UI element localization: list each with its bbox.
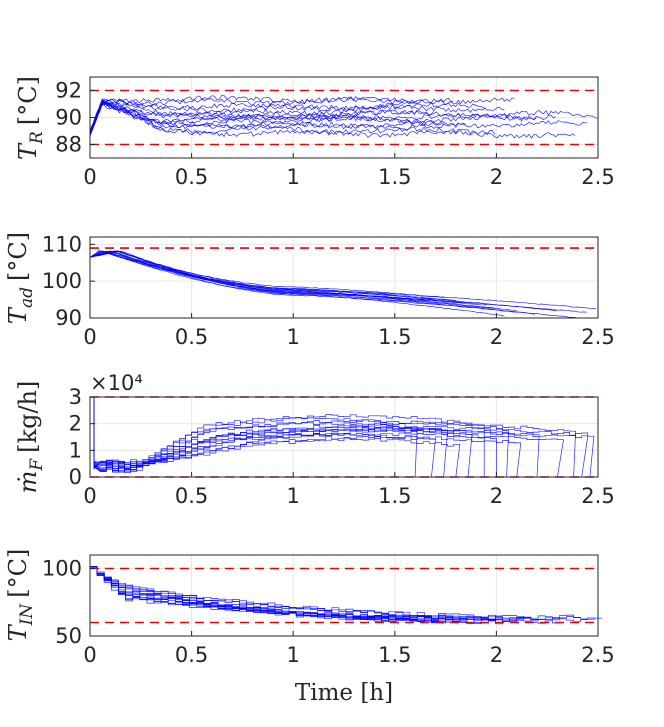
x-tick-label: 1.5 <box>378 325 411 349</box>
trajectory-line <box>89 250 517 312</box>
x-tick-label: 1.5 <box>378 643 411 667</box>
trajectory-line <box>90 396 598 478</box>
trajectories <box>89 249 597 319</box>
panel-reactor-temperature: 0 0.5 1 1.5 2 2.5 88 90 92 TR[°C] <box>14 76 615 189</box>
y-tick-label: 90 <box>55 306 82 330</box>
x-tick-labels: 0 0.5 1 1.5 2 2.5 <box>83 313 615 349</box>
x-tick-label: 2 <box>490 643 503 667</box>
trajectories <box>89 94 598 139</box>
plot-area <box>90 397 598 477</box>
y-tick-label: 50 <box>55 624 82 648</box>
y-tick-label: 100 <box>42 557 82 581</box>
x-tick-label: 2 <box>490 325 503 349</box>
x-tick-label: 0.5 <box>175 325 208 349</box>
y-axis-label: Tad[°C] <box>4 232 37 324</box>
trajectory-line <box>89 94 515 131</box>
y-tick-labels: 90 100 110 <box>42 232 95 330</box>
y-axis-label: ṁF[kg/h] <box>14 381 47 494</box>
trajectory-line <box>90 396 598 478</box>
y-tick-label: 92 <box>55 79 82 103</box>
trajectory-line <box>90 396 598 478</box>
x-tick-label: 0 <box>83 484 96 508</box>
axes-frame <box>89 236 599 319</box>
x-tick-labels: 0 0.5 1 1.5 2 2.5 <box>83 631 615 667</box>
constraint-bounds <box>90 89 598 146</box>
axes-frame <box>89 554 599 637</box>
trajectory-line <box>89 250 536 315</box>
x-tick-label: 1 <box>287 484 300 508</box>
x-tick-label: 0 <box>83 165 96 189</box>
x-tick-label: 0 <box>83 643 96 667</box>
trajectory-line <box>89 251 578 319</box>
y-tick-label: 90 <box>55 106 82 130</box>
y-tick-label: 0 <box>69 465 82 489</box>
x-tick-label: 1.5 <box>378 484 411 508</box>
panel-inlet-temperature: 0 0.5 1 1.5 2 2.5 50 100 TIN[°C] Time [h] <box>4 549 615 706</box>
trajectory-line <box>90 396 598 478</box>
x-tick-label: 2 <box>490 165 503 189</box>
trajectory-line <box>89 98 505 133</box>
trajectory-line <box>89 101 576 139</box>
y-tick-label: 88 <box>55 133 82 157</box>
y-axis-label: TIN[°C] <box>4 549 37 642</box>
x-tick-labels: 0 0.5 1 1.5 2 2.5 <box>83 153 615 189</box>
trajectory-line <box>89 250 597 310</box>
x-tick-label: 2.5 <box>581 643 614 667</box>
x-tick-label: 1.5 <box>378 165 411 189</box>
x-tick-label: 1 <box>287 325 300 349</box>
trajectory-line <box>89 99 417 132</box>
x-tick-label: 0.5 <box>175 165 208 189</box>
y-exponent-label: ×10⁴ <box>90 371 143 395</box>
y-tick-labels: 50 100 <box>42 557 95 648</box>
constraint-bounds <box>90 567 598 624</box>
x-tick-label: 2 <box>490 484 503 508</box>
trajectory-line <box>89 250 505 317</box>
trajectory-line <box>90 396 598 478</box>
x-tick-label: 2.5 <box>581 484 614 508</box>
trajectory-line <box>89 100 588 136</box>
x-tick-label: 0.5 <box>175 643 208 667</box>
x-tick-label: 0.5 <box>175 484 208 508</box>
x-tick-label: 1 <box>287 165 300 189</box>
trajectory-line <box>89 250 587 313</box>
plot-area <box>90 237 598 318</box>
trajectories <box>90 396 598 478</box>
trajectory-line <box>90 566 595 623</box>
trajectory-line <box>90 566 560 624</box>
panel-adiabatic-temperature: 0 0.5 1 1.5 2 2.5 90 100 110 Tad[°C] <box>4 232 615 349</box>
y-tick-label: 1 <box>69 438 82 462</box>
x-tick-label: 1 <box>287 643 300 667</box>
axes-frame <box>89 396 599 478</box>
trajectory-line <box>90 396 598 478</box>
trajectory-line <box>89 98 598 133</box>
x-axis-label: Time [h] <box>295 680 393 706</box>
trajectory-line <box>89 251 557 312</box>
y-tick-labels: 88 90 92 <box>55 79 95 157</box>
trajectory-line <box>90 566 581 619</box>
trajectory-line <box>90 566 603 621</box>
y-tick-label: 3 <box>69 385 82 409</box>
y-tick-label: 110 <box>42 232 82 256</box>
trajectory-line <box>89 101 486 135</box>
x-tick-label: 0 <box>83 325 96 349</box>
x-tick-labels: 0 0.5 1 1.5 2 2.5 <box>83 472 615 508</box>
x-tick-label: 2.5 <box>581 165 614 189</box>
y-tick-labels: 0 12 3 <box>69 385 95 489</box>
trajectories <box>90 566 603 625</box>
trajectory-line <box>89 96 454 136</box>
y-axis-label: TR[°C] <box>14 76 47 160</box>
x-tick-label: 2.5 <box>581 325 614 349</box>
y-tick-label: 2 <box>69 412 82 436</box>
y-tick-label: 100 <box>42 269 82 293</box>
